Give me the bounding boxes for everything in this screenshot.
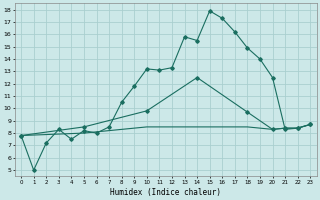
X-axis label: Humidex (Indice chaleur): Humidex (Indice chaleur) xyxy=(110,188,221,197)
